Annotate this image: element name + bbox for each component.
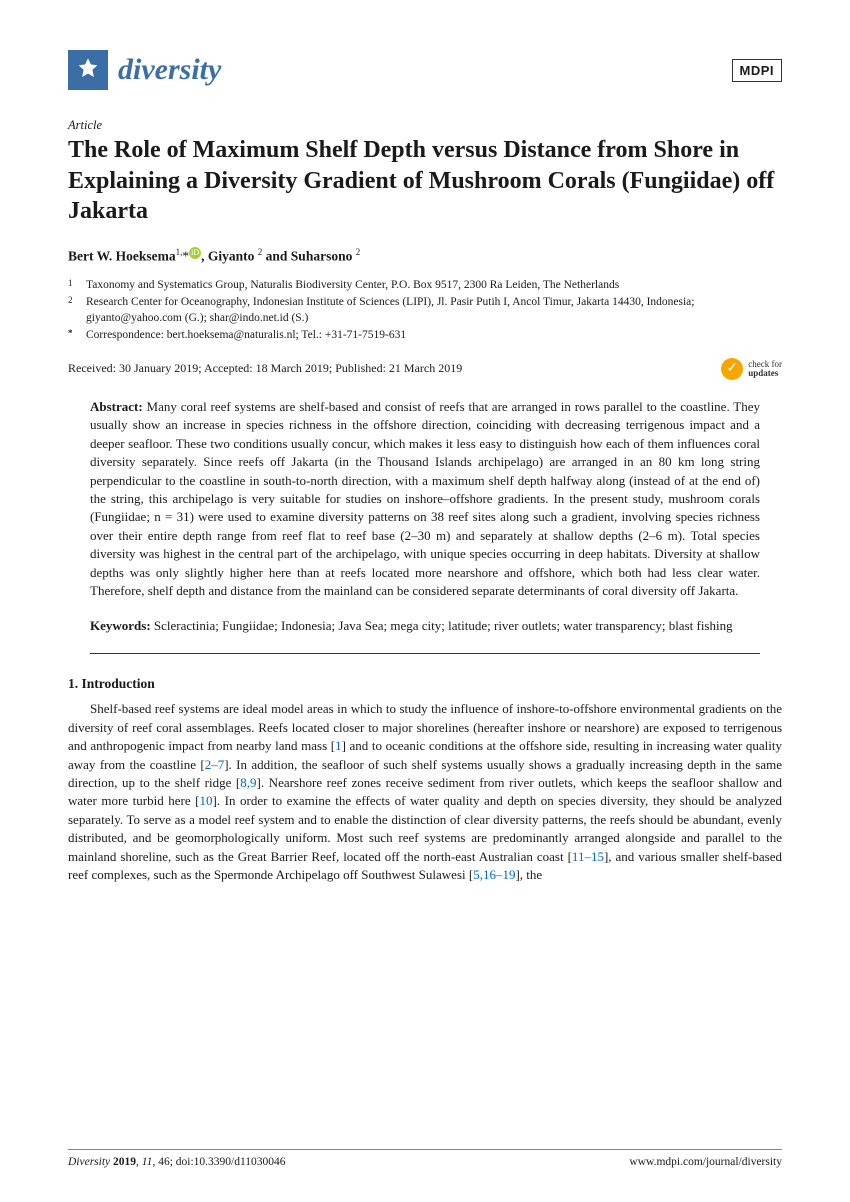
keywords: Keywords: Scleractinia; Fungiidae; Indon…	[90, 617, 760, 635]
ref-link[interactable]: 8,9	[240, 775, 256, 790]
footer-url: www.mdpi.com/journal/diversity	[629, 1156, 782, 1168]
journal-brand: diversity	[68, 50, 221, 90]
ref-link[interactable]: 11–15	[572, 849, 604, 864]
affiliations: 1 Taxonomy and Systematics Group, Natura…	[68, 277, 782, 344]
publication-dates: Received: 30 January 2019; Accepted: 18 …	[68, 361, 462, 376]
orcid-icon: iD	[189, 247, 201, 259]
journal-name: diversity	[118, 53, 221, 87]
author-3: Suharsono	[291, 249, 353, 264]
article-type: Article	[68, 118, 782, 133]
affiliation-1: Taxonomy and Systematics Group, Naturali…	[86, 277, 619, 294]
correspondence: Correspondence: bert.hoeksema@naturalis.…	[86, 327, 406, 344]
ref-link[interactable]: 10	[200, 793, 213, 808]
check-for-updates[interactable]: ✓ check for updates	[721, 358, 782, 380]
divider	[90, 653, 760, 654]
journal-logo-icon	[68, 50, 108, 90]
check-icon: ✓	[721, 358, 743, 380]
dates-row: Received: 30 January 2019; Accepted: 18 …	[68, 358, 782, 380]
authors: Bert W. Hoeksema1,*iD, Giyanto 2 and Suh…	[68, 247, 782, 265]
affiliation-2: Research Center for Oceanography, Indone…	[86, 294, 782, 327]
author-1: Bert W. Hoeksema	[68, 249, 176, 264]
article-title: The Role of Maximum Shelf Depth versus D…	[68, 135, 782, 227]
ref-link[interactable]: 5,16–19	[473, 867, 515, 882]
publisher-badge: MDPI	[732, 59, 783, 82]
header-row: diversity MDPI	[68, 50, 782, 90]
author-2: Giyanto	[208, 249, 255, 264]
ref-link[interactable]: 2–7	[205, 757, 225, 772]
page-footer: Diversity 2019, 11, 46; doi:10.3390/d110…	[68, 1149, 782, 1168]
abstract: Abstract: Many coral reef systems are sh…	[90, 398, 760, 601]
intro-paragraph-1: Shelf-based reef systems are ideal model…	[68, 700, 782, 885]
section-heading-intro: 1. Introduction	[68, 676, 782, 692]
page: diversity MDPI Article The Role of Maxim…	[0, 0, 850, 1202]
footer-citation: Diversity 2019, 11, 46; doi:10.3390/d110…	[68, 1156, 286, 1168]
